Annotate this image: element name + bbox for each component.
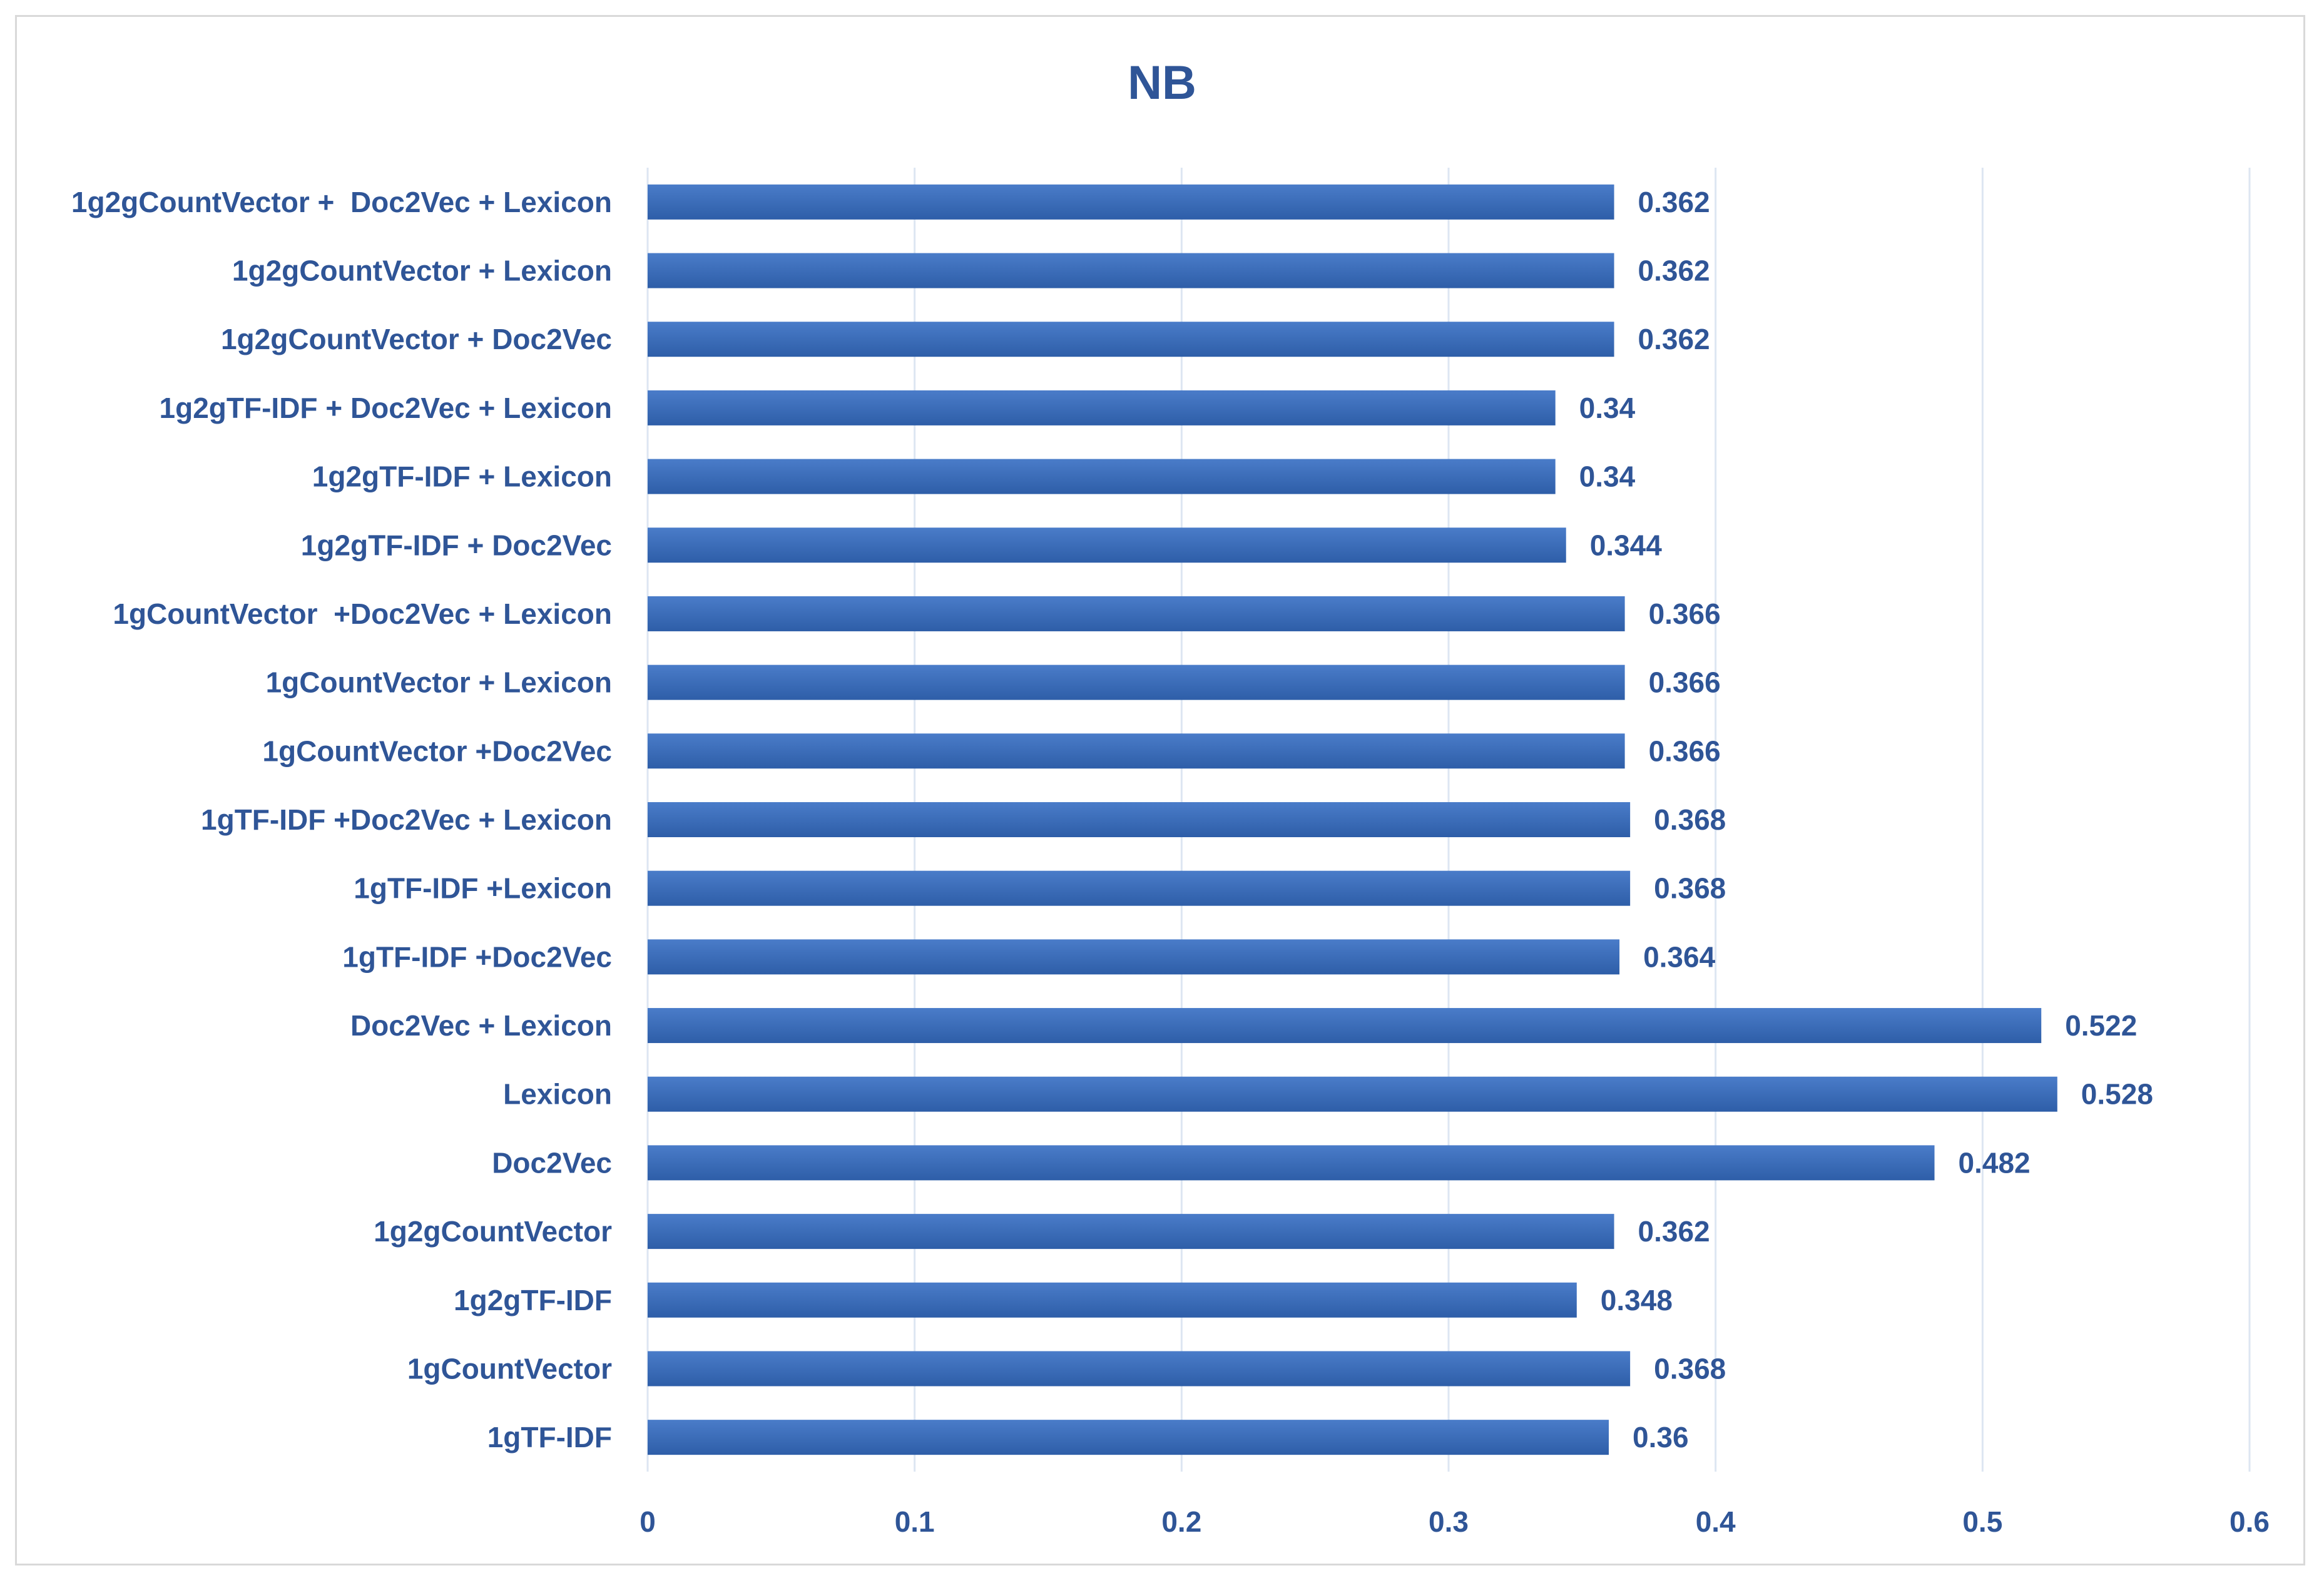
category-label: 1gTF-IDF +Doc2Vec bbox=[342, 940, 612, 973]
value-label: 0.348 bbox=[1601, 1284, 1673, 1316]
bar bbox=[648, 1076, 2057, 1112]
category-label: 1g2gTF-IDF bbox=[454, 1284, 612, 1316]
category-label: 1g2gTF-IDF + Lexicon bbox=[312, 461, 612, 493]
value-label: 0.368 bbox=[1654, 1352, 1726, 1385]
bar bbox=[648, 664, 1625, 700]
bar bbox=[648, 459, 1556, 494]
bar bbox=[648, 1145, 1935, 1181]
value-label: 0.362 bbox=[1638, 186, 1710, 218]
category-label: 1gCountVector + Lexicon bbox=[266, 666, 612, 699]
bar bbox=[648, 870, 1631, 906]
x-tick-label: 0 bbox=[640, 1505, 656, 1538]
x-tick-label: 0.5 bbox=[1962, 1505, 2002, 1538]
value-label: 0.366 bbox=[1649, 666, 1721, 699]
x-tick-label: 0.6 bbox=[2230, 1505, 2270, 1538]
bar bbox=[648, 253, 1614, 288]
value-label: 0.528 bbox=[2081, 1078, 2153, 1111]
category-label: 1gTF-IDF +Lexicon bbox=[354, 872, 612, 905]
bar bbox=[648, 184, 1614, 220]
value-label: 0.522 bbox=[2065, 1009, 2137, 1042]
bar bbox=[648, 1008, 2042, 1044]
chart-title: NB bbox=[1128, 56, 1196, 109]
bar bbox=[648, 1282, 1577, 1318]
x-tick-label: 0.3 bbox=[1429, 1505, 1469, 1538]
value-label: 0.36 bbox=[1633, 1421, 1689, 1453]
value-label: 0.366 bbox=[1649, 598, 1721, 630]
bar bbox=[648, 596, 1625, 631]
bars bbox=[648, 184, 2057, 1455]
value-label: 0.34 bbox=[1579, 461, 1636, 493]
value-label: 0.362 bbox=[1638, 255, 1710, 287]
value-label: 0.368 bbox=[1654, 872, 1726, 905]
category-labels: 1g2gCountVector + Doc2Vec + Lexicon 1g2gC… bbox=[71, 186, 612, 1453]
bar bbox=[648, 1214, 1614, 1250]
category-label: 1g2gTF-IDF + Doc2Vec + Lexicon bbox=[160, 392, 612, 424]
bar bbox=[648, 733, 1625, 769]
value-label: 0.362 bbox=[1638, 1215, 1710, 1248]
value-labels: 0.362 0.362 0.362 0.34 0.34 0.344 0.366 0.366 0.… bbox=[1579, 186, 2153, 1453]
value-label: 0.364 bbox=[1643, 940, 1716, 973]
category-label: 1g2gCountVector + Doc2Vec + Lexicon bbox=[71, 186, 612, 218]
x-tick-label: 0.1 bbox=[895, 1505, 935, 1538]
x-axis-tick-labels: 0 0.1 0.2 0.3 0.4 0.5 0.6 bbox=[640, 1505, 2270, 1538]
x-tick-label: 0.2 bbox=[1161, 1505, 1201, 1538]
bar bbox=[648, 390, 1556, 425]
value-label: 0.366 bbox=[1649, 735, 1721, 767]
value-label: 0.362 bbox=[1638, 323, 1710, 355]
category-label: 1gCountVector +Doc2Vec + Lexicon bbox=[113, 598, 612, 630]
category-label: Doc2Vec bbox=[492, 1146, 612, 1179]
category-label: 1g2gCountVector + Doc2Vec bbox=[221, 323, 612, 355]
category-label: 1g2gTF-IDF + Doc2Vec bbox=[301, 529, 612, 561]
category-label: 1gCountVector bbox=[407, 1352, 612, 1385]
bar bbox=[648, 1351, 1631, 1387]
bar bbox=[648, 802, 1631, 837]
category-label: 1g2gCountVector bbox=[374, 1215, 612, 1248]
category-label: 1gTF-IDF bbox=[487, 1421, 612, 1453]
value-label: 0.34 bbox=[1579, 392, 1636, 424]
category-label: 1gTF-IDF +Doc2Vec + Lexicon bbox=[201, 803, 612, 836]
gridlines bbox=[646, 168, 2251, 1472]
category-label: Lexicon bbox=[503, 1078, 612, 1111]
value-label: 0.482 bbox=[1959, 1146, 2031, 1179]
category-label: Doc2Vec + Lexicon bbox=[350, 1009, 612, 1042]
category-label: 1gCountVector +Doc2Vec bbox=[262, 735, 612, 767]
bar bbox=[648, 1420, 1609, 1455]
bar bbox=[648, 527, 1566, 563]
value-label: 0.344 bbox=[1590, 529, 1663, 561]
value-label: 0.368 bbox=[1654, 803, 1726, 836]
x-tick-label: 0.4 bbox=[1696, 1505, 1736, 1538]
category-label: 1g2gCountVector + Lexicon bbox=[232, 255, 612, 287]
bar bbox=[648, 939, 1620, 975]
bar bbox=[648, 322, 1614, 357]
